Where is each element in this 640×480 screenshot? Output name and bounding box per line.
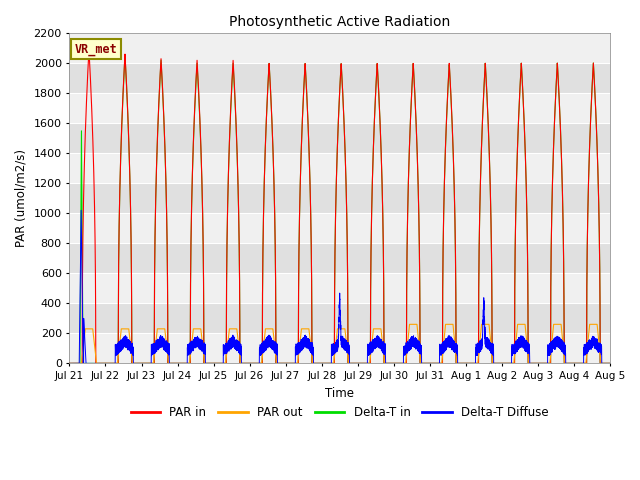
Bar xyxy=(70,183,610,213)
Bar xyxy=(70,303,610,333)
Line: PAR in: PAR in xyxy=(70,49,610,363)
Line: Delta-T in: Delta-T in xyxy=(70,56,610,363)
Legend: PAR in, PAR out, Delta-T in, Delta-T Diffuse: PAR in, PAR out, Delta-T in, Delta-T Dif… xyxy=(126,401,554,423)
Delta-T Diffuse xyxy=(461,360,468,366)
Delta-T Diffuse xyxy=(250,360,257,366)
Text: VR_met: VR_met xyxy=(75,43,118,56)
Delta-T in xyxy=(461,360,468,366)
Line: Delta-T Diffuse: Delta-T Diffuse xyxy=(70,210,610,363)
PAR in xyxy=(66,360,74,366)
Title: Photosynthetic Active Radiation: Photosynthetic Active Radiation xyxy=(229,15,451,29)
Delta-T Diffuse xyxy=(77,207,85,213)
PAR out xyxy=(321,360,329,366)
Delta-T in xyxy=(476,207,484,213)
Delta-T in xyxy=(577,360,584,366)
X-axis label: Time: Time xyxy=(325,386,354,399)
PAR in xyxy=(476,207,484,213)
Bar xyxy=(70,273,610,303)
PAR out xyxy=(406,322,413,327)
Bar xyxy=(70,93,610,123)
PAR out xyxy=(461,360,468,366)
PAR out xyxy=(577,360,584,366)
PAR in xyxy=(577,360,584,366)
Line: PAR out: PAR out xyxy=(70,324,610,363)
Delta-T Diffuse xyxy=(577,360,584,366)
Delta-T in xyxy=(321,360,329,366)
PAR in xyxy=(250,360,257,366)
Delta-T Diffuse xyxy=(584,349,591,355)
PAR in xyxy=(584,247,591,252)
Delta-T Diffuse xyxy=(606,360,614,366)
PAR out xyxy=(476,340,484,346)
Delta-T in xyxy=(250,360,257,366)
PAR in xyxy=(461,360,468,366)
Bar xyxy=(70,213,610,243)
PAR out xyxy=(606,360,614,366)
Delta-T Diffuse xyxy=(476,345,484,350)
Delta-T in xyxy=(66,360,74,366)
Delta-T Diffuse xyxy=(321,360,329,366)
PAR out xyxy=(249,360,257,366)
Delta-T in xyxy=(606,360,614,366)
PAR in xyxy=(606,360,614,366)
Delta-T in xyxy=(584,247,591,252)
Bar xyxy=(70,153,610,183)
Delta-T in xyxy=(121,53,129,59)
Bar xyxy=(70,33,610,63)
PAR out xyxy=(584,347,591,352)
PAR in xyxy=(321,360,329,366)
Delta-T Diffuse xyxy=(66,360,74,366)
Bar xyxy=(70,243,610,273)
PAR out xyxy=(66,360,74,366)
Bar xyxy=(70,63,610,93)
PAR in xyxy=(85,47,93,52)
Bar xyxy=(70,123,610,153)
Y-axis label: PAR (umol/m2/s): PAR (umol/m2/s) xyxy=(15,149,28,247)
Bar xyxy=(70,333,610,363)
